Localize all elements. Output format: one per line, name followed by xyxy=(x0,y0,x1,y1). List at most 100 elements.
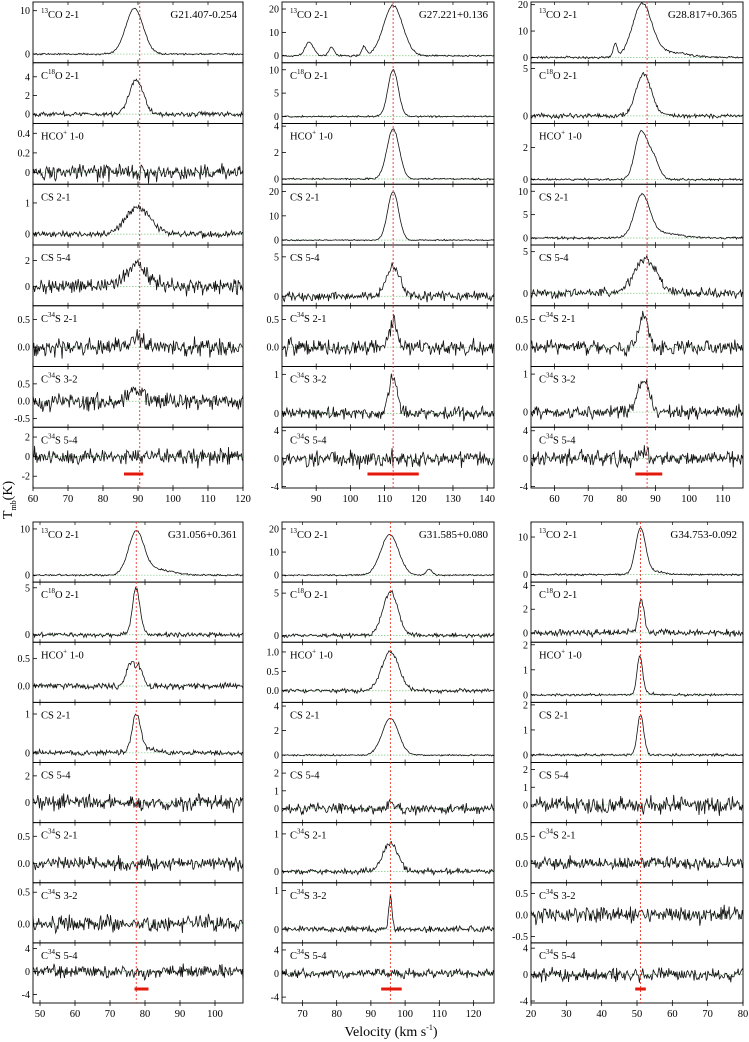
y-tick-label: 0 xyxy=(523,454,528,465)
y-tick-label: 0 xyxy=(25,571,30,582)
y-tick-label: 2 xyxy=(523,605,528,616)
y-tick-label: -4 xyxy=(271,482,279,493)
line-label-part: HCO xyxy=(539,132,562,143)
spectrum-panel: 01 C34S 3-2 xyxy=(274,366,495,428)
y-tick-label: 0 xyxy=(274,174,279,185)
x-tick-label: 120 xyxy=(235,494,251,505)
y-tick-label: 0.0 xyxy=(267,686,280,697)
spectrum-trace xyxy=(530,794,744,816)
x-tick-label: 90 xyxy=(175,1009,186,1020)
y-tick-label: 0 xyxy=(25,282,30,293)
x-axis-label-sup: -1 xyxy=(426,1023,433,1032)
line-label-part: C xyxy=(290,71,297,82)
line-label: C18O 2-1 xyxy=(290,68,328,82)
line-label-part: CS 5-4 xyxy=(290,771,320,782)
line-label: HCO+ 1-0 xyxy=(290,129,333,143)
line-label-part: CS 2-1 xyxy=(290,192,319,203)
spectrum-trace xyxy=(281,840,495,876)
spectrum-trace xyxy=(32,445,244,469)
line-label-part: CO 2-1 xyxy=(48,530,79,541)
y-axis-label: Tmb(K) xyxy=(1,481,18,520)
y-tick-label: -4 xyxy=(520,482,528,493)
y-tick-label: 5 xyxy=(523,210,528,221)
line-label: CS 2-1 xyxy=(290,192,319,203)
spectrum-trace xyxy=(530,966,744,983)
line-label-superscript: 34 xyxy=(546,311,554,319)
spectrum-trace xyxy=(530,855,744,871)
y-tick-label: 0 xyxy=(523,570,528,581)
line-label-part: O 2-1 xyxy=(304,590,328,601)
y-tick-label: 20 xyxy=(269,187,279,198)
line-label: C34S 3-2 xyxy=(41,372,77,386)
line-label-superscript: 34 xyxy=(546,432,554,440)
spectrum-panel: 0.0 0.5 HCO+ 1-0 xyxy=(18,641,244,703)
line-label-part: C xyxy=(41,831,48,842)
y-tick-label: 10 xyxy=(20,524,30,535)
x-tick-label: 80 xyxy=(98,494,109,505)
x-tick-label: 50 xyxy=(632,1009,643,1020)
spectrum-trace xyxy=(32,163,244,184)
line-label-part: C xyxy=(41,891,48,902)
spectrum-trace xyxy=(530,310,744,357)
source-name: G34.753-0.092 xyxy=(670,529,737,541)
x-tick-label: 70 xyxy=(702,1009,713,1020)
spectrum-trace xyxy=(281,967,495,980)
spectrum-panel: -0.5 0.0 0.5 C34S 3-2 xyxy=(14,366,244,428)
y-tick-label: 0 xyxy=(274,292,279,303)
line-label-part: C xyxy=(290,435,297,446)
y-tick-label: 2 xyxy=(523,765,528,776)
y-tick-label: 5 xyxy=(523,64,528,75)
line-label-superscript: 34 xyxy=(48,432,56,440)
line-label-superscript: 34 xyxy=(297,828,305,836)
y-tick-label: 0 xyxy=(25,452,30,463)
spectrum-trace xyxy=(32,660,244,691)
line-label: CS 2-1 xyxy=(41,710,70,721)
y-tick-label: 4 xyxy=(274,945,279,956)
x-tick-label: 120 xyxy=(466,1009,482,1020)
spectrum-trace xyxy=(530,527,744,577)
line-label-superscript: 34 xyxy=(48,948,56,956)
line-label-part: 1-0 xyxy=(67,650,84,661)
spectrum-trace xyxy=(32,78,244,119)
y-tick-label: 5 xyxy=(25,583,30,594)
line-label: CS 2-1 xyxy=(539,710,568,721)
y-tick-label: 0 xyxy=(523,750,528,761)
line-label-part: HCO xyxy=(41,650,64,661)
spectrum-panel: -202 C34S 5-4 xyxy=(22,426,244,489)
line-label: CS 5-4 xyxy=(41,253,71,264)
line-label: HCO+ 1-0 xyxy=(539,129,582,143)
x-tick-label: 90 xyxy=(650,494,661,505)
source-name: G31.056+0.361 xyxy=(168,529,237,541)
spectrum-panel: -0.5 0.0 0.5 C34S 3-2 xyxy=(512,882,744,944)
line-label: HCO+ 1-0 xyxy=(290,647,333,661)
y-tick-label: 0 xyxy=(523,408,528,419)
line-label-part: S 2-1 xyxy=(55,831,77,842)
line-label-part: C xyxy=(290,891,297,902)
spectrum-panel: 0 1 CS 2-1 xyxy=(25,183,244,246)
line-label-part: C xyxy=(539,831,546,842)
line-label: CS 5-4 xyxy=(539,253,569,264)
x-tick-label: 60 xyxy=(70,1009,81,1020)
y-tick-label: 0.0 xyxy=(516,859,529,870)
y-tick-label: 0.5 xyxy=(516,315,529,326)
line-label-part: 1-0 xyxy=(316,650,333,661)
spectrum-trace xyxy=(281,894,495,934)
x-tick-label: 20 xyxy=(526,1009,537,1020)
y-tick-label: 0 xyxy=(274,631,279,642)
spectrum-trace xyxy=(32,258,244,297)
x-axis-label-end: ) xyxy=(433,1025,438,1040)
line-label: C34S 5-4 xyxy=(41,948,78,962)
line-label-part: C xyxy=(290,951,297,962)
y-tick-label: 0 xyxy=(523,53,528,64)
spectrum-panel: 01 C34S 3-2 xyxy=(274,882,495,944)
y-tick-label: 0 xyxy=(25,168,30,179)
line-label-part: S 2-1 xyxy=(553,314,575,325)
spectrum-trace xyxy=(530,904,744,926)
y-tick-label: 1 xyxy=(523,370,528,381)
